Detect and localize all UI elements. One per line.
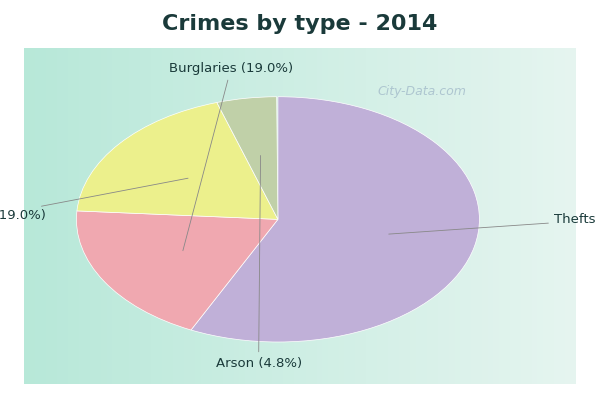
Text: Thefts (57.1%): Thefts (57.1%) — [389, 213, 600, 234]
Wedge shape — [191, 97, 479, 342]
Text: Assaults (19.0%): Assaults (19.0%) — [0, 178, 188, 222]
Text: City-Data.com: City-Data.com — [377, 85, 466, 98]
Text: Arson (4.8%): Arson (4.8%) — [215, 156, 302, 370]
Wedge shape — [76, 211, 278, 330]
Wedge shape — [77, 102, 278, 219]
Text: Burglaries (19.0%): Burglaries (19.0%) — [169, 62, 293, 251]
Text: Crimes by type - 2014: Crimes by type - 2014 — [163, 14, 437, 34]
Wedge shape — [217, 97, 278, 219]
